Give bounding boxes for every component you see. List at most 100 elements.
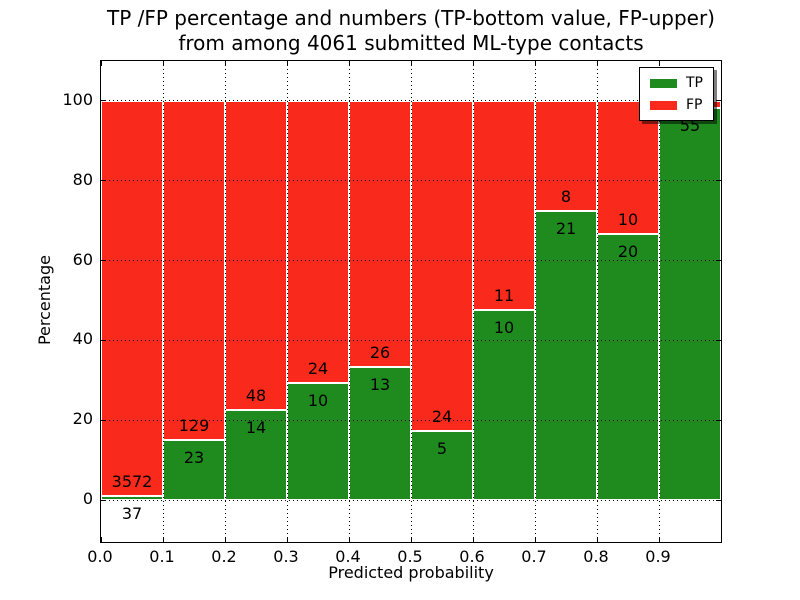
tp-count-label: 23 [183,447,205,467]
fp-count-label: 24 [307,358,329,378]
y-tick-label: 80 [72,169,93,189]
y-tick-mark [101,180,106,182]
x-tick-mark-top [286,61,288,66]
x-tick-label: 0.0 [87,547,113,566]
x-tick-mark-top [100,61,102,66]
y-tick-label: 100 [62,89,93,109]
legend-label-tp: TP [686,75,703,91]
tp-count-label: 14 [245,417,267,437]
bar-tp-segment [535,211,597,501]
bar-tp-segment [659,108,721,501]
bar-fp-segment [411,100,473,432]
bar-fp-segment [287,100,349,383]
bar-tp-segment [597,233,659,501]
fp-count-label: 26 [369,343,391,363]
bar-fp-segment [597,100,659,234]
vertical-gridline [410,61,412,542]
bar-tp-segment [411,431,473,501]
tp-count-label: 10 [493,317,515,337]
bar-tp-segment [349,367,411,501]
y-tick-label: 0 [82,489,93,509]
x-tick-mark [534,537,536,542]
x-tick-mark-top [658,61,660,66]
legend-item-fp: FP [650,98,703,112]
chart-title-line2: from among 4061 submitted ML-type contac… [178,31,644,55]
fp-count-label: 10 [617,209,639,229]
fp-count-label: 24 [431,407,453,427]
x-tick-label: 0.7 [521,547,547,566]
x-tick-mark [162,537,164,542]
legend-label-fp: FP [686,97,703,113]
bar-fp-segment [535,100,597,212]
x-tick-label: 0.1 [149,547,175,566]
bar-fp-segment [349,100,411,368]
bar-tp-segment [163,439,225,501]
tp-count-label: 21 [555,219,577,238]
y-tick-label: 60 [72,249,93,269]
x-tick-mark [410,537,412,542]
y-tick-mark-right [716,100,721,102]
x-tick-label: 0.6 [459,547,485,566]
x-tick-mark-top [224,61,226,66]
plot-area: TP FP 3572 37 129 23 48 14 24 10 26 13 24 5 11 10 8 21 1… [100,60,722,543]
fp-count-label: 129 [178,415,210,435]
vertical-gridline [224,61,226,542]
chart-title: TP /FP percentage and numbers (TP-bottom… [100,6,722,56]
chart-title-line1: TP /FP percentage and numbers (TP-bottom… [107,6,715,30]
bar-tp-segment [473,310,535,501]
x-tick-mark [596,537,598,542]
y-tick-mark [101,339,106,341]
fp-color-swatch [650,100,677,110]
vertical-gridline [534,61,536,542]
x-tick-label: 0.8 [583,547,609,566]
x-tick-mark [286,537,288,542]
bar-fp-segment [101,100,163,496]
y-tick-mark [101,100,106,102]
x-tick-mark-top [410,61,412,66]
legend: TP FP [639,67,714,121]
bar-tp-segment [287,382,349,501]
fp-count-label: 8 [560,187,572,207]
x-tick-mark [658,537,660,542]
tp-count-label: 20 [617,241,639,261]
x-tick-mark [224,537,226,542]
bar-fp-segment [473,100,535,310]
tp-count-label: 10 [307,390,329,410]
x-tick-label: 0.5 [397,547,423,566]
x-tick-mark [472,537,474,542]
tp-count-label: 37 [121,503,143,523]
y-tick-mark [101,260,106,262]
vertical-gridline [286,61,288,542]
x-tick-mark-top [534,61,536,66]
x-tick-mark [348,537,350,542]
x-tick-mark-top [596,61,598,66]
fp-count-label: 11 [493,286,515,306]
y-tick-mark-right [716,180,721,182]
y-tick-mark-right [716,499,721,501]
vertical-gridline [596,61,598,542]
x-tick-mark [720,537,722,542]
y-tick-label: 40 [72,329,93,349]
fp-count-label: 3572 [111,472,153,491]
legend-item-tp: TP [650,76,703,90]
tp-color-swatch [650,78,677,88]
x-tick-mark-top [162,61,164,66]
y-tick-mark [101,499,106,501]
tp-count-label: 5 [436,439,448,459]
x-tick-mark-top [472,61,474,66]
x-tick-label: 0.9 [645,547,671,566]
x-tick-label: 0.4 [335,547,361,566]
x-tick-label: 0.2 [211,547,237,566]
fp-count-label: 48 [245,385,267,405]
y-tick-mark-right [716,260,721,262]
y-tick-label: 20 [72,409,93,429]
x-tick-label: 0.3 [273,547,299,566]
x-tick-mark-top [348,61,350,66]
y-tick-mark [101,419,106,421]
vertical-gridline [472,61,474,542]
vertical-gridline [162,61,164,542]
y-axis-label: Percentage [35,255,54,346]
y-tick-mark-right [716,419,721,421]
x-tick-mark-top [720,61,722,66]
vertical-gridline [348,61,350,542]
